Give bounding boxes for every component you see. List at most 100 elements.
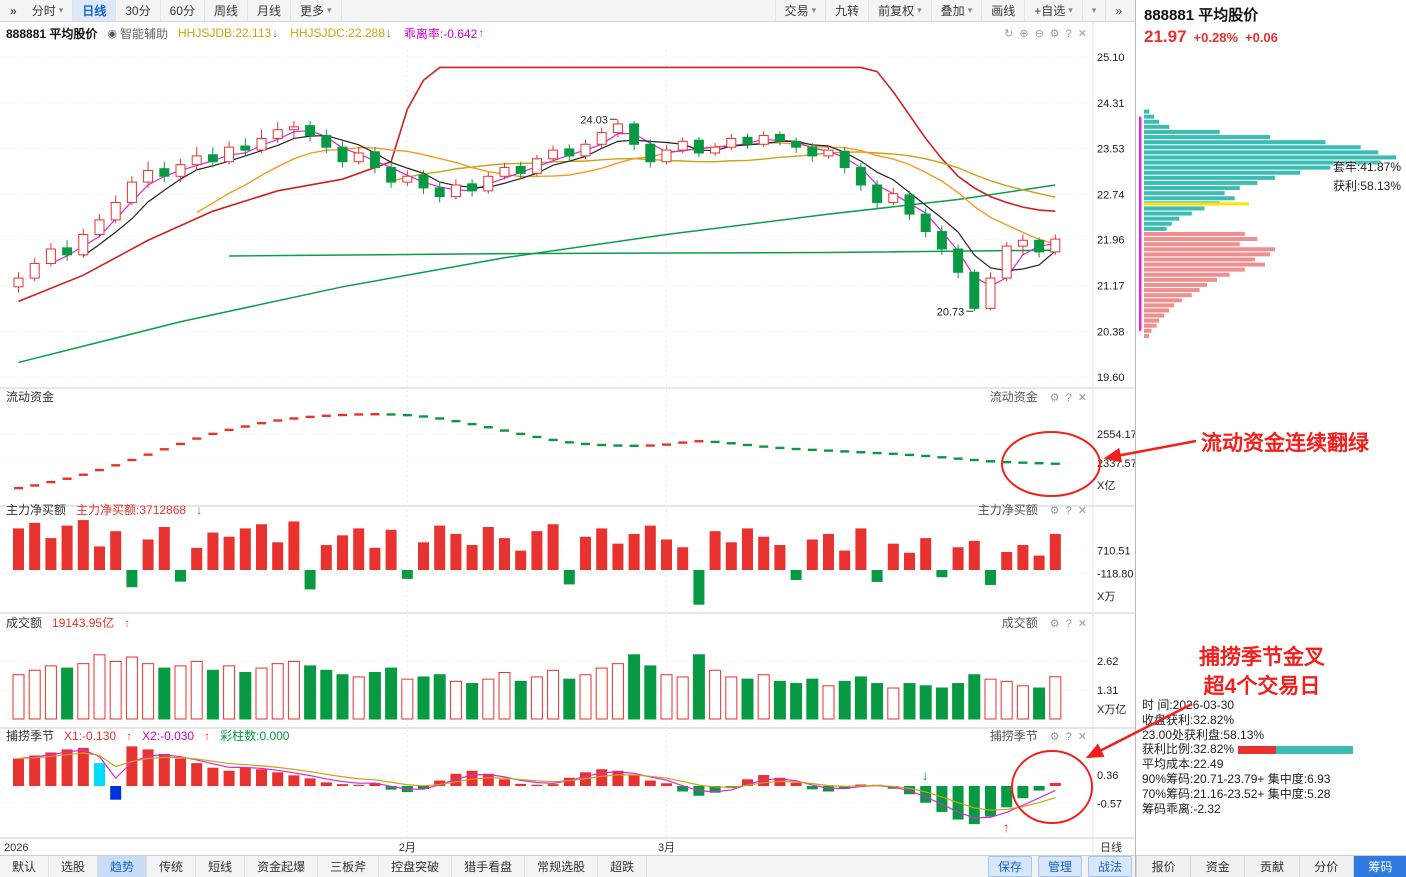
- caret-down-icon: ▾: [967, 5, 973, 15]
- change-amount: +0.06: [1245, 30, 1278, 45]
- action-button-0[interactable]: 保存: [987, 856, 1032, 877]
- strategy-tab-3[interactable]: 传统: [147, 856, 197, 877]
- change-percent: +0.28%: [1193, 30, 1238, 45]
- caret-down-icon: ▾: [327, 5, 332, 15]
- chip-info-line-2: 23.00处获利盘:58.13%: [1142, 727, 1265, 742]
- gear-icon[interactable]: ⚙: [1049, 617, 1060, 630]
- strategy-tab-4[interactable]: 短线: [196, 856, 246, 877]
- svg-text:X万亿: X万亿: [1097, 703, 1126, 716]
- svg-text:2.62: 2.62: [1097, 656, 1118, 668]
- zoom-out-icon[interactable]: ⊖: [1034, 28, 1044, 40]
- expand-chevrons-icon[interactable]: »: [10, 3, 17, 18]
- svg-text:20.38: 20.38: [1097, 327, 1125, 339]
- tool-button-6[interactable]: ▾: [1081, 0, 1106, 21]
- period-tab-3[interactable]: 60分: [161, 0, 205, 21]
- svg-text:19.60: 19.60: [1097, 372, 1125, 384]
- gear-icon[interactable]: ⚙: [1049, 28, 1060, 40]
- panel-tab-0[interactable]: 报价: [1136, 856, 1190, 877]
- close-icon[interactable]: ✕: [1077, 391, 1087, 404]
- main-chart-canvas[interactable]: 25.10 24.31 23.53 22.74 21.96 21.17 20.38 19.60…: [0, 22, 1135, 855]
- svg-text:3月: 3月: [658, 842, 675, 854]
- period-toolbar: » 分时 ▾ 日线 30分 60分 周线 月线 更多 ▾: [4, 0, 342, 21]
- panel-tab-1[interactable]: 资金: [1190, 856, 1244, 877]
- gear-icon[interactable]: ⚙: [1049, 391, 1060, 404]
- panel-tab-3[interactable]: 分价: [1298, 856, 1353, 877]
- period-tab-4[interactable]: 周线: [205, 0, 248, 21]
- svg-text:21.17: 21.17: [1097, 281, 1125, 293]
- period-tab-1[interactable]: 日线: [73, 0, 117, 21]
- action-button-2[interactable]: 战法: [1087, 856, 1132, 877]
- period-tab-label: 分时: [31, 4, 56, 18]
- chip-info-line-7: 筹码乖离:-2.32: [1142, 801, 1221, 816]
- svg-text:2554.17: 2554.17: [1097, 429, 1135, 441]
- close-icon[interactable]: ✕: [1077, 28, 1087, 40]
- svg-text:1.31: 1.31: [1097, 685, 1118, 697]
- panel-tab-2[interactable]: 贡献: [1244, 856, 1298, 877]
- gear-icon[interactable]: ⚙: [1049, 504, 1060, 517]
- panel-tab-4[interactable]: 筹码: [1352, 856, 1406, 877]
- tool-button-2[interactable]: 前复权 ▾: [868, 0, 931, 21]
- svg-text:23.53: 23.53: [1097, 143, 1125, 155]
- svg-text:2337.57: 2337.57: [1097, 458, 1135, 470]
- svg-text:20.73: 20.73: [937, 306, 965, 318]
- chart-region: 25.10 24.31 23.53 22.74 21.96 21.17 20.38 19.60…: [0, 22, 1135, 855]
- turnover-pane-icons: ⚙? ✕: [1044, 616, 1087, 630]
- strategy-tab-2[interactable]: 趋势: [98, 856, 148, 877]
- strategy-tab-8[interactable]: 猎手看盘: [452, 856, 526, 877]
- strategy-tab-5[interactable]: 资金起爆: [245, 856, 319, 877]
- period-tab-6[interactable]: 更多 ▾: [291, 0, 342, 21]
- caret-down-icon: ▾: [811, 5, 817, 15]
- tool-button-4[interactable]: 画线: [981, 0, 1024, 21]
- svg-text:0.36: 0.36: [1097, 770, 1118, 782]
- help-icon[interactable]: ?: [1065, 28, 1072, 40]
- tool-button-7[interactable]: »: [1105, 0, 1131, 21]
- close-icon[interactable]: ✕: [1077, 504, 1087, 517]
- strategy-tab-9[interactable]: 常规选股: [525, 856, 599, 877]
- chart-header-icons: ↻ ⊕ ⊖ ⚙? ✕: [998, 26, 1087, 40]
- strategy-tab-10[interactable]: 超跌: [598, 856, 648, 877]
- tool-button-label: 交易: [784, 4, 809, 18]
- strategy-tab-7[interactable]: 控盘突破: [379, 856, 453, 877]
- period-tab-5[interactable]: 月线: [248, 0, 291, 21]
- help-icon[interactable]: ?: [1065, 504, 1072, 517]
- tool-button-0[interactable]: 交易 ▾: [774, 0, 826, 21]
- close-icon[interactable]: ✕: [1077, 730, 1087, 743]
- svg-text:2026: 2026: [4, 842, 28, 854]
- chip-distribution-chart[interactable]: [1136, 52, 1406, 672]
- tool-button-5[interactable]: +自选 ▾: [1024, 0, 1082, 21]
- period-tab-0[interactable]: 分时 ▾: [23, 0, 74, 21]
- current-price: 21.97: [1144, 27, 1187, 46]
- svg-text:24.03: 24.03: [580, 114, 608, 126]
- gear-icon[interactable]: ⚙: [1049, 730, 1060, 743]
- period-tab-2[interactable]: 30分: [116, 0, 161, 21]
- svg-text:↓: ↓: [922, 767, 929, 783]
- right-panel-tabs: 报价 资金 贡献 分价 筹码: [1136, 855, 1406, 877]
- period-tab-label: 日线: [82, 4, 107, 18]
- strategy-tab-0[interactable]: 默认: [0, 856, 50, 877]
- stock-title: 888881 平均股价: [1144, 7, 1259, 24]
- period-tab-label: 更多: [300, 4, 325, 18]
- zoom-in-icon[interactable]: ⊕: [1019, 28, 1029, 40]
- close-icon[interactable]: ✕: [1077, 617, 1087, 630]
- help-icon[interactable]: ?: [1065, 617, 1072, 630]
- action-button-1[interactable]: 管理: [1037, 856, 1082, 877]
- svg-text:↑: ↑: [1003, 819, 1010, 835]
- period-tab-label: 月线: [256, 4, 281, 18]
- svg-text:X亿: X亿: [1097, 479, 1115, 492]
- chip-info-line-1: 收盘获利:32.82%: [1142, 712, 1235, 727]
- chip-info-line-4: 平均成本:22.49: [1142, 757, 1224, 772]
- help-icon[interactable]: ?: [1065, 730, 1072, 743]
- strategy-tab-bar: 默认 选股 趋势 传统 短线 资金起爆 三板斧 控盘突破 猎手看盘 常规选股 超跌 保存 管理 战法: [0, 855, 1135, 877]
- strategy-tab-1[interactable]: 选股: [49, 856, 99, 877]
- tool-button-1[interactable]: 九转: [825, 0, 868, 21]
- price-row: 21.97 +0.28% +0.06: [1144, 27, 1278, 47]
- tool-button-3[interactable]: 叠加 ▾: [930, 0, 982, 21]
- smart-assist-toggle[interactable]: ◉ 智能辅助: [107, 25, 168, 42]
- tool-button-label: 叠加: [940, 4, 965, 18]
- refresh-icon[interactable]: ↻: [1004, 28, 1014, 40]
- period-tab-label: 60分: [169, 4, 195, 18]
- strategy-tab-6[interactable]: 三板斧: [318, 856, 380, 877]
- smart-assist-label: 智能辅助: [120, 26, 169, 41]
- help-icon[interactable]: ?: [1065, 391, 1072, 404]
